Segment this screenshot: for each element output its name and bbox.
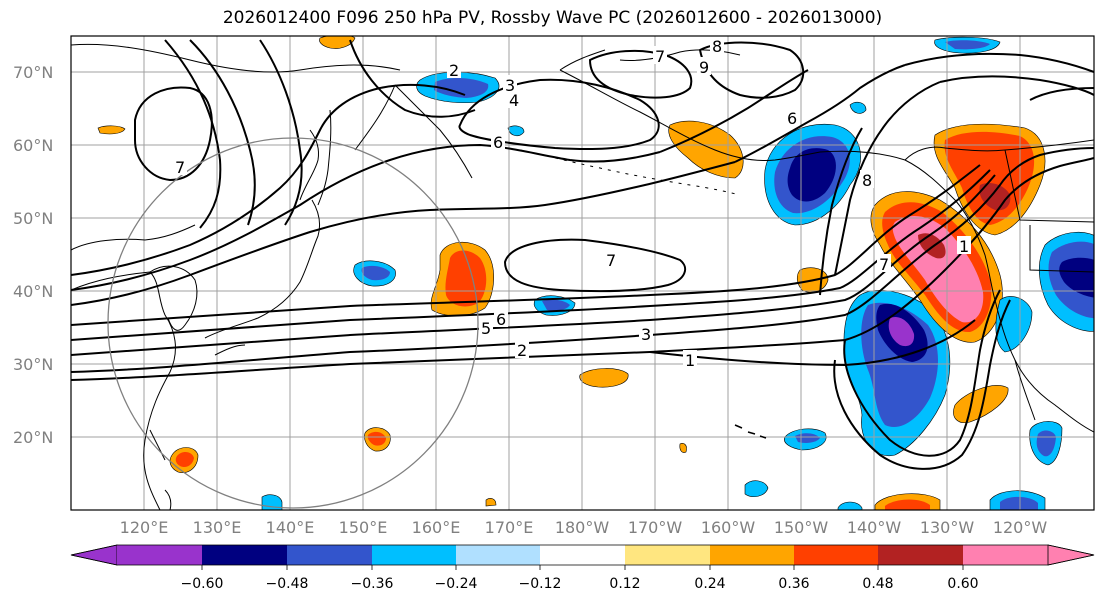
colorbar-segment (625, 545, 710, 565)
colorbar-segment (710, 545, 794, 565)
colorbar-tick-label: −0.12 (519, 576, 562, 592)
longitude-labels: 120°E 130°E 140°E 150°E 160°E 170°E 180°… (120, 518, 1048, 537)
contour-label: 5 (481, 319, 491, 338)
contour-label: 7 (175, 158, 185, 177)
lon-label: 140°W (847, 518, 902, 537)
lat-label-60n: 60°N (13, 136, 53, 155)
contour-label: 4 (509, 91, 519, 110)
colorbar-tick-label: 0.36 (778, 576, 809, 592)
contour-label: 7 (879, 255, 889, 274)
lon-label: 180°W (555, 518, 610, 537)
colorbar-segment (456, 545, 540, 565)
lon-label: 120°W (993, 518, 1048, 537)
lon-label: 140°E (266, 518, 315, 537)
map-title: 2026012400 F096 250 hPa PV, Rossby Wave … (222, 8, 883, 28)
lat-label-40n: 40°N (13, 282, 53, 301)
contour-label: 1 (959, 237, 969, 256)
lon-label: 130°E (193, 518, 242, 537)
lon-label: 160°E (412, 518, 461, 537)
latitude-labels: 70°N 60°N 50°N 40°N 30°N 20°N (13, 63, 53, 447)
contour-label: 2 (449, 61, 459, 80)
map-border (70, 35, 1095, 511)
lon-label: 150°E (339, 518, 388, 537)
contour-label: 3 (505, 76, 515, 95)
pv-anomaly-fills (97, 36, 1094, 510)
colorbar-tick-label: −0.48 (266, 576, 309, 592)
colorbar-tick-label: −0.24 (435, 576, 478, 592)
pv-contours (71, 39, 1094, 470)
colorbar-segment (202, 545, 287, 565)
contour-label: 6 (493, 133, 503, 152)
colorbar-tick-label: 0.12 (609, 576, 640, 592)
lon-label: 150°W (774, 518, 829, 537)
contour-label: 1 (685, 351, 695, 370)
lon-label: 130°W (920, 518, 975, 537)
contour-label: 7 (606, 251, 616, 270)
coastlines (71, 43, 1094, 510)
lon-label: 170°W (628, 518, 683, 537)
contour-label: 3 (641, 325, 651, 344)
contour-label-group: 1 2 3 5 6 7 7 7 8 9 6 4 3 2 (173, 36, 971, 370)
colorbar-segment (540, 545, 625, 565)
contour-label: 8 (862, 171, 872, 190)
colorbar-segment (963, 545, 1048, 565)
colorbar-ticks: −0.60 −0.48 −0.36 −0.24 −0.12 0.12 0.24 … (181, 576, 979, 592)
colorbar-segment (794, 545, 878, 565)
colorbar (70, 544, 1095, 570)
lat-label-50n: 50°N (13, 209, 53, 228)
colorbar-segment (117, 545, 202, 565)
lat-label-70n: 70°N (13, 63, 53, 82)
anomaly-western-us-negative (1038, 231, 1094, 332)
contour-label: 2 (517, 341, 527, 360)
colorbar-extend-high (1047, 544, 1095, 566)
range-circle (107, 137, 479, 509)
colorbar-segment (372, 545, 456, 565)
lon-label: 120°E (120, 518, 169, 537)
colorbar-tick-label: −0.60 (181, 576, 224, 592)
colorbar-tick-label: −0.36 (351, 576, 394, 592)
lat-label-20n: 20°N (13, 428, 53, 447)
contour-label: 7 (655, 47, 665, 66)
colorbar-segment (287, 545, 372, 565)
colorbar-segment (878, 545, 963, 565)
colorbar-tick-label: 0.48 (862, 576, 893, 592)
contour-label: 9 (699, 58, 709, 77)
lon-label: 160°W (701, 518, 756, 537)
colorbar-tick-label: 0.60 (947, 576, 978, 592)
anomaly-gulf-of-alaska-negative (764, 123, 861, 226)
contour-label: 6 (787, 109, 797, 128)
colorbar-tick-label: 0.24 (694, 576, 725, 592)
contour-label: 6 (496, 310, 506, 329)
colorbar-extend-low (70, 544, 118, 566)
lon-label: 170°E (485, 518, 534, 537)
contour-label: 8 (712, 37, 722, 56)
lat-label-30n: 30°N (13, 355, 53, 374)
